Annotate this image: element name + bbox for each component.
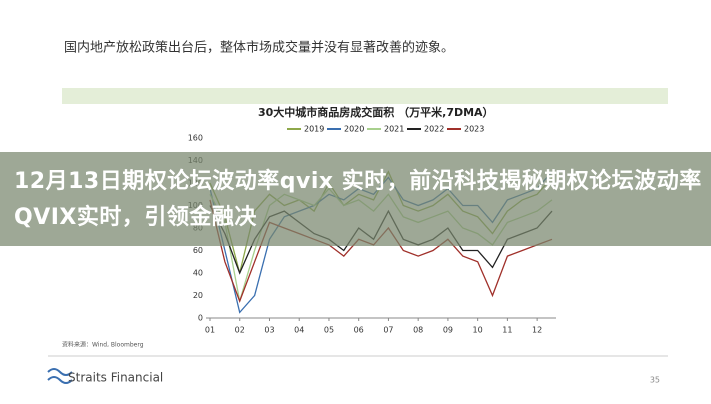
x-tick-label: 10 bbox=[473, 326, 483, 335]
x-tick-label: 09 bbox=[443, 326, 453, 335]
x-tick-label: 07 bbox=[383, 326, 393, 335]
chart-title: 30大中城市商品房成交面积 （万平米,7DMA） bbox=[258, 105, 494, 119]
x-tick-label: 05 bbox=[324, 326, 334, 335]
x-tick-label: 12 bbox=[532, 326, 542, 335]
x-tick-label: 06 bbox=[354, 326, 364, 335]
x-tick-label: 02 bbox=[235, 326, 245, 335]
legend-label: 2023 bbox=[464, 125, 484, 134]
x-tick-label: 11 bbox=[502, 326, 512, 335]
y-tick-label: 0 bbox=[198, 314, 203, 323]
x-tick-label: 01 bbox=[205, 326, 215, 335]
page-number: 35 bbox=[650, 376, 660, 385]
y-tick-label: 20 bbox=[193, 291, 203, 300]
logo-icon bbox=[47, 368, 73, 384]
overlay: 12月13日期权论坛波动率qvix 实时，前沿科技揭秘期权论坛波动率QVIX实时… bbox=[0, 152, 711, 246]
x-tick-label: 03 bbox=[264, 326, 274, 335]
source: 资料来源：Wind, Bloomberg bbox=[62, 341, 144, 349]
y-tick-label: 60 bbox=[193, 246, 203, 255]
legend-label: 2022 bbox=[424, 125, 444, 134]
legend-label: 2019 bbox=[304, 125, 324, 134]
legend-label: 2020 bbox=[344, 125, 364, 134]
x-tick-label: 08 bbox=[413, 326, 423, 335]
y-tick-label: 160 bbox=[188, 134, 203, 143]
logo-text: Straits Financial bbox=[68, 371, 163, 385]
x-tick-label: 04 bbox=[294, 326, 304, 335]
y-tick-label: 40 bbox=[193, 269, 203, 278]
overlay-title: 12月13日期权论坛波动率qvix 实时，前沿科技揭秘期权论坛波动率QVIX实时… bbox=[14, 169, 702, 230]
legend-label: 2021 bbox=[384, 125, 404, 134]
band bbox=[62, 88, 668, 104]
header-text: 国内地产放松政策出台后，整体市场成交量并没有显著改善的迹象。 bbox=[64, 40, 454, 56]
